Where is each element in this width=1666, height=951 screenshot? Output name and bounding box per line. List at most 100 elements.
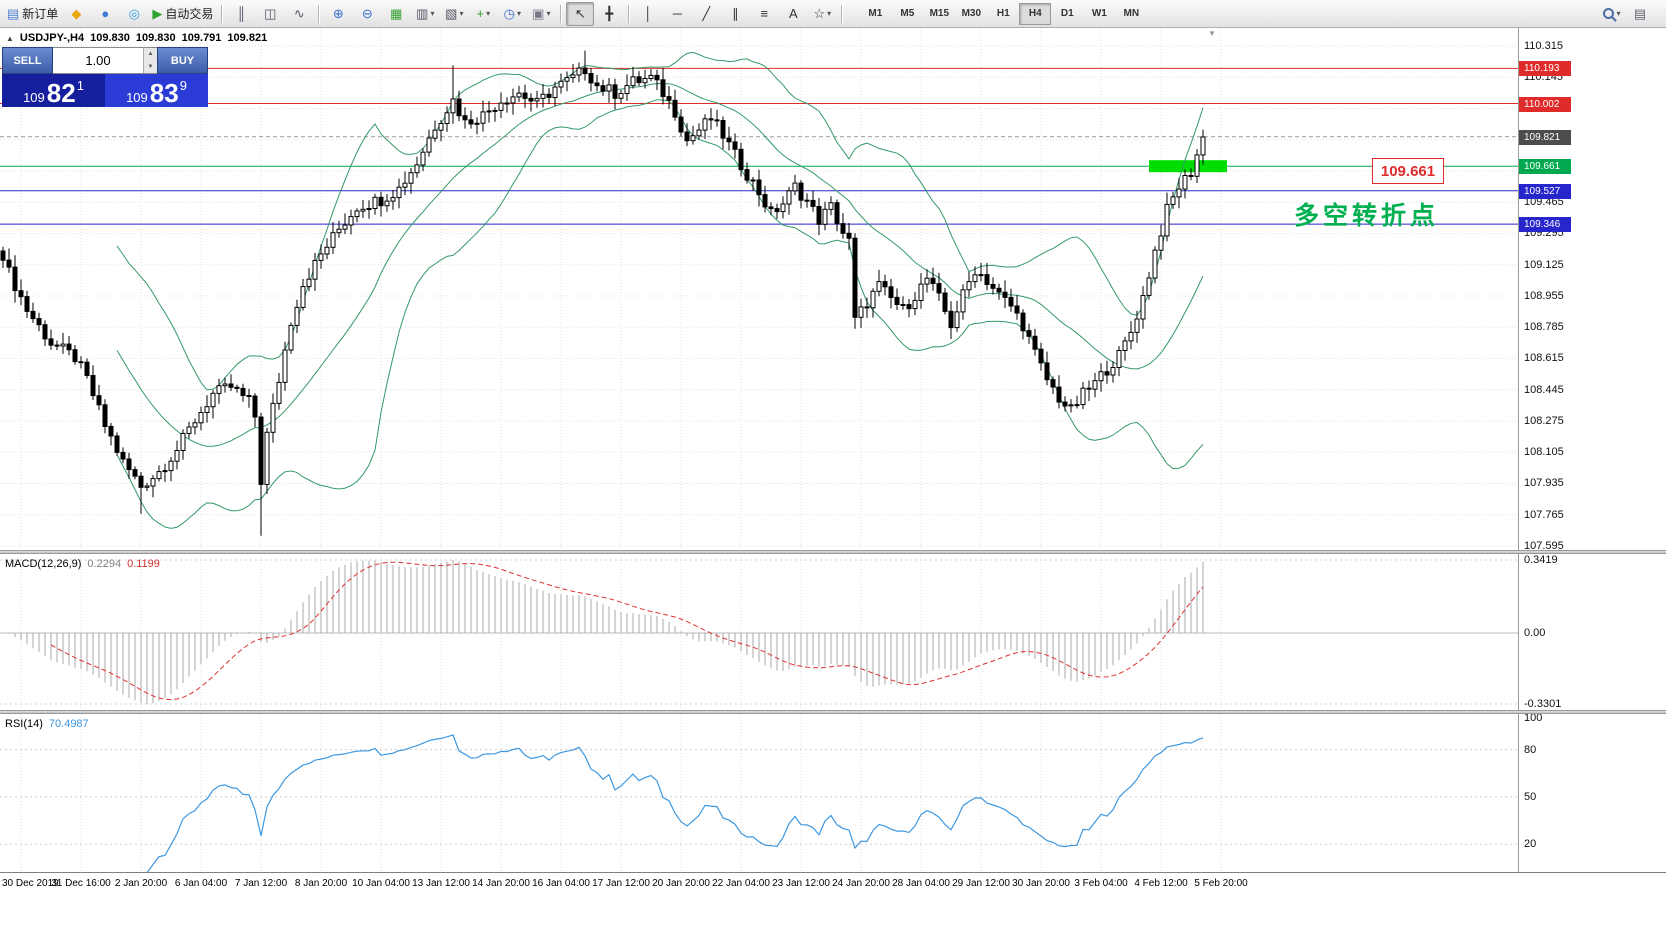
zoom-out-button[interactable]: ⊖ <box>353 2 381 26</box>
macd-main-value: 0.2294 <box>87 558 122 570</box>
macd-axis-label: 0.3419 <box>1524 554 1558 566</box>
candlestick-icon: ◫ <box>264 6 277 21</box>
toolbar-separator <box>221 4 223 23</box>
data-window-button[interactable]: ▤ <box>1626 2 1654 26</box>
candles <box>0 50 1206 536</box>
bollinger-bands <box>116 51 1204 529</box>
toolbar-separator <box>841 4 843 23</box>
text-tool-button[interactable]: A <box>779 2 807 26</box>
zoom-in-icon: ⊕ <box>332 6 344 21</box>
indicators-button[interactable]: + ▾ <box>469 2 497 26</box>
bid-price-display[interactable]: 109 82 1 <box>2 74 105 107</box>
rsi-line <box>146 734 1204 872</box>
website-button[interactable]: ◎ <box>120 2 148 26</box>
fibonacci-tool-button[interactable]: ≡ <box>750 2 778 26</box>
rsi-axis-label: 20 <box>1524 838 1537 850</box>
timeframe-m15-button[interactable]: M15 <box>929 8 950 19</box>
price-chart-canvas[interactable] <box>0 28 1518 550</box>
timeframe-h1-button[interactable]: H1 <box>996 8 1010 19</box>
new-order-button[interactable]: ▤ 新订单 <box>4 2 61 26</box>
line-chart-mode-button[interactable]: ∿ <box>285 2 313 26</box>
tile-windows-button[interactable]: ▦ <box>382 2 410 26</box>
time-axis-label: 7 Jan 12:00 <box>234 878 288 889</box>
mql5-button[interactable]: ◆ <box>62 2 90 26</box>
price-axis-label: 109.125 <box>1524 259 1564 271</box>
ohlc-open: 109.830 <box>90 32 130 44</box>
timeframe-d1-button[interactable]: D1 <box>1060 8 1074 19</box>
time-axis-label: 31 Dec 16:00 <box>51 878 111 889</box>
time-axis-label: 30 Dec 2019 <box>2 878 59 889</box>
periods-button[interactable]: ◷ ▾ <box>498 2 526 26</box>
zoom-in-button[interactable]: ⊕ <box>324 2 352 26</box>
vertical-gridlines <box>20 28 1222 550</box>
time-axis-label: 5 Feb 20:00 <box>1194 878 1248 889</box>
bar-chart-mode-button[interactable]: ║ <box>227 2 255 26</box>
price-axis-label: 110.315 <box>1524 40 1563 52</box>
time-axis: 30 Dec 2019 31 Dec 16:00 2 Jan 20:00 6 Jan … <box>0 872 1666 897</box>
community-button[interactable]: ● <box>91 2 119 26</box>
horizontal-line-tool-button[interactable]: ─ <box>663 2 691 26</box>
ask-price-display[interactable]: 109 83 9 <box>105 74 208 107</box>
auto-trading-label: 自动交易 <box>165 7 214 21</box>
buy-button[interactable]: BUY <box>157 47 208 74</box>
timeframe-w1-button[interactable]: W1 <box>1091 8 1107 19</box>
fibonacci-icon: ≡ <box>760 6 769 21</box>
time-axis-label: 23 Jan 12:00 <box>772 878 830 889</box>
ohlc-close: 109.821 <box>227 32 268 44</box>
time-axis-label: 16 Jan 04:00 <box>532 878 590 889</box>
macd-histogram <box>8 560 1204 704</box>
time-axis-label: 20 Jan 20:00 <box>652 878 710 889</box>
crosshair-button[interactable]: ╋ <box>595 2 623 26</box>
price-axis-label: 108.105 <box>1524 446 1564 458</box>
time-axis-label: 13 Jan 12:00 <box>412 878 470 889</box>
auto-trading-button[interactable]: ▶ 自动交易 <box>149 2 216 26</box>
time-axis-label: 14 Jan 20:00 <box>472 878 530 889</box>
macd-signal-value: 0.1199 <box>127 558 160 570</box>
dropdown-arrow-icon: ▾ <box>1616 9 1621 18</box>
time-axis-label: 22 Jan 04:00 <box>712 878 770 889</box>
cursor-arrow-icon: ↖ <box>574 6 586 21</box>
time-axis-label: 30 Jan 20:00 <box>1012 878 1070 889</box>
new-order-icon: ▤ <box>7 6 20 21</box>
ask-big-digits: 83 <box>149 77 179 108</box>
trendline-tool-button[interactable]: ╱ <box>692 2 720 26</box>
chart-shift-marker-icon[interactable]: ▼ <box>1208 29 1216 38</box>
bid-prefix: 109 <box>23 90 45 105</box>
time-axis-label: 10 Jan 04:00 <box>352 878 410 889</box>
cursor-button[interactable]: ↖ <box>566 1 595 26</box>
timeframe-m5-button[interactable]: M5 <box>900 8 915 19</box>
panel-separator[interactable] <box>0 550 1666 554</box>
horizontal-gridlines <box>0 45 1518 547</box>
vertical-line-tool-button[interactable]: │ <box>634 2 662 26</box>
timeframe-h4-button[interactable]: H4 <box>1019 2 1052 25</box>
shapes-tool-button[interactable]: ☆ ▾ <box>808 2 836 26</box>
rsi-label: RSI(14) 70.4987 <box>5 718 89 730</box>
templates-icon: ▣ <box>532 6 545 21</box>
dropdown-arrow-icon: ▾ <box>516 9 521 18</box>
volume-value[interactable]: 1.00 <box>85 53 111 68</box>
volume-increase-button[interactable]: ▲ <box>144 48 157 61</box>
arrange-windows-icon: ▥ <box>416 6 429 21</box>
timeframe-m1-button[interactable]: M1 <box>868 8 883 19</box>
macd-canvas[interactable] <box>0 554 1518 710</box>
volume-field[interactable]: 1.00 ▲ ▼ <box>53 47 157 74</box>
collapse-panel-icon[interactable]: ▲ <box>6 33 14 43</box>
timeframe-mn-button[interactable]: MN <box>1123 8 1140 19</box>
volume-stepper: ▲ ▼ <box>143 48 157 73</box>
volume-decrease-button[interactable]: ▼ <box>144 60 157 73</box>
rsi-axis-label: 80 <box>1524 744 1537 756</box>
templates-button[interactable]: ▣ ▾ <box>527 2 555 26</box>
arrange-windows-button[interactable]: ▥ ▾ <box>411 2 439 26</box>
timeframe-m30-button[interactable]: M30 <box>961 8 982 19</box>
dropdown-arrow-icon: ▾ <box>486 9 491 18</box>
channel-tool-button[interactable]: ∥ <box>721 2 749 26</box>
candlestick-mode-button[interactable]: ◫ <box>256 2 284 26</box>
panel-separator[interactable] <box>0 710 1666 714</box>
sell-button[interactable]: SELL <box>2 47 53 74</box>
search-button[interactable]: ▾ <box>1598 2 1626 26</box>
time-axis-label: 2 Jan 20:00 <box>114 878 168 889</box>
rsi-canvas[interactable] <box>0 714 1518 872</box>
time-axis-label: 29 Jan 12:00 <box>952 878 1010 889</box>
chart-shift-button[interactable]: ▧ ▾ <box>440 2 468 26</box>
